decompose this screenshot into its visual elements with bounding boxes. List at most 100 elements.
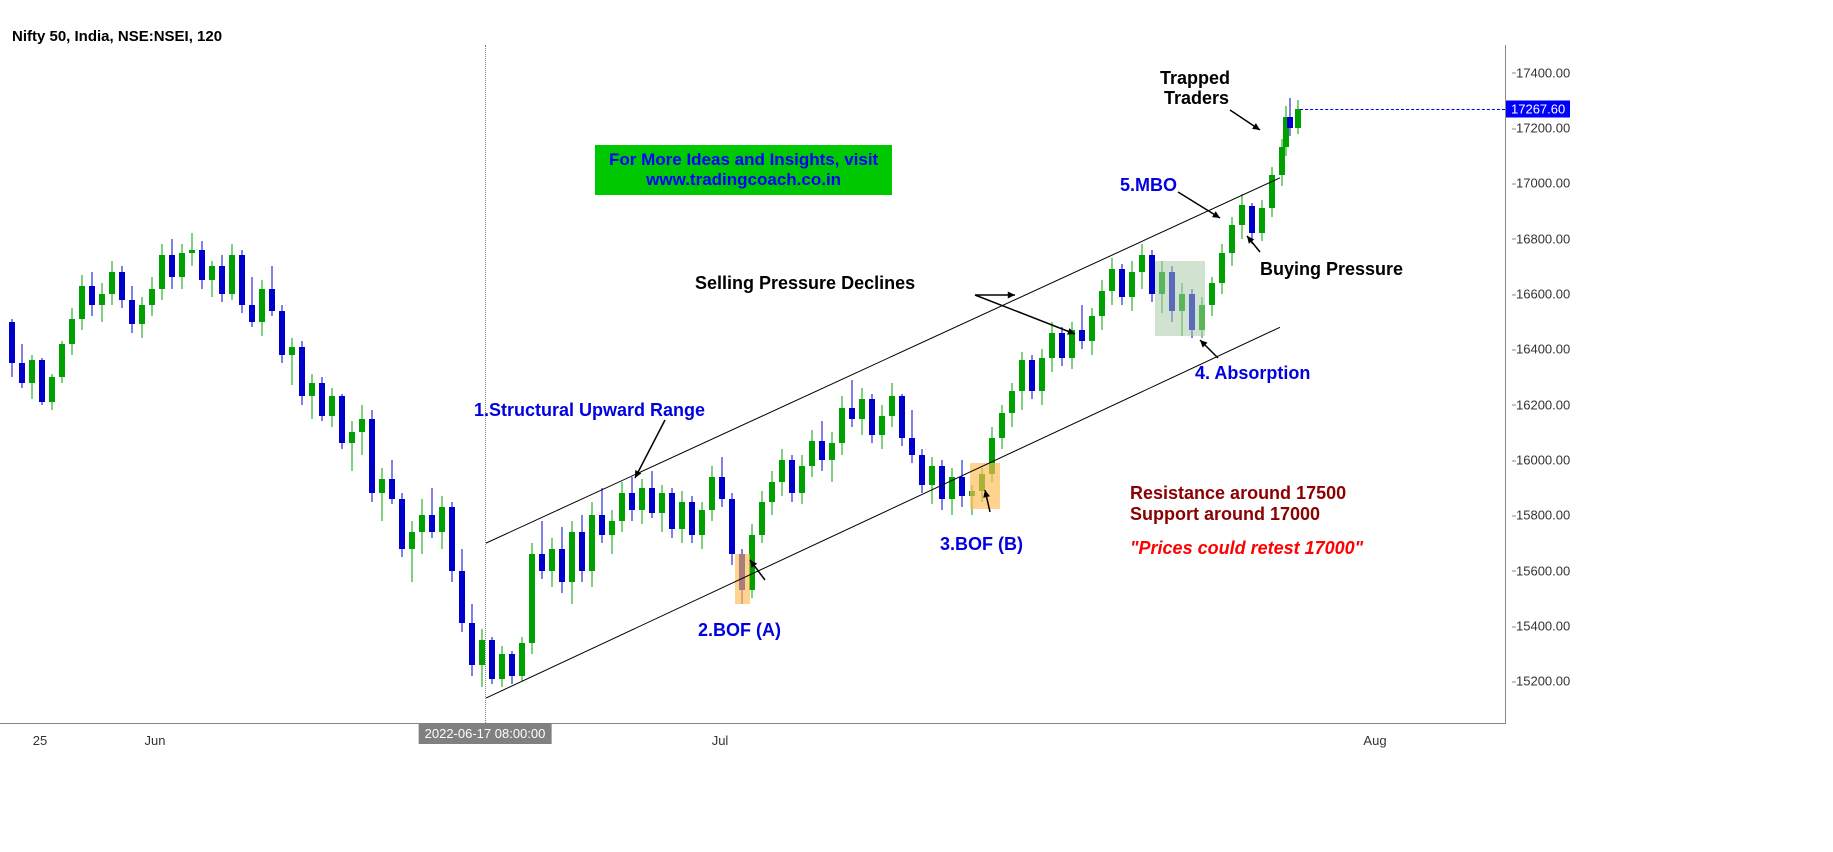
candle [829, 432, 835, 482]
candle [229, 244, 235, 299]
candle [1029, 355, 1035, 399]
candle [209, 261, 215, 297]
candle [159, 244, 165, 299]
x-axis: 25JunJulAug [0, 723, 1578, 753]
candle [579, 515, 585, 581]
candle [129, 286, 135, 333]
candle [529, 543, 535, 654]
candle [849, 380, 855, 427]
chart-title: Nifty 50, India, NSE:NSEI, 120 [12, 28, 222, 45]
y-tick: 15800.00 [1516, 508, 1570, 523]
candle [789, 455, 795, 502]
candle [959, 460, 965, 507]
banner-line: www.tradingcoach.co.in [609, 170, 878, 190]
candle [799, 455, 805, 505]
candle [59, 341, 65, 383]
x-tick: Jul [712, 733, 729, 748]
candle [709, 466, 715, 521]
candle [29, 355, 35, 399]
y-axis: 17400.0017200.0017000.0016800.0016600.00… [1510, 45, 1580, 723]
candle [19, 344, 25, 388]
candle [889, 383, 895, 427]
y-tick: 15200.00 [1516, 674, 1570, 689]
candle [299, 341, 305, 405]
candle [1069, 322, 1075, 369]
x-crosshair-tag: 2022-06-17 08:00:00 [419, 723, 552, 744]
candle [589, 502, 595, 588]
candle [1129, 261, 1135, 311]
candle [1019, 352, 1025, 410]
candle [1219, 244, 1225, 294]
candle [219, 255, 225, 302]
candle [109, 261, 115, 305]
candle [569, 521, 575, 604]
candle [699, 502, 705, 549]
candle [279, 305, 285, 363]
candle [639, 479, 645, 523]
candle [949, 468, 955, 515]
retest: "Prices could retest 17000" [1130, 538, 1363, 559]
candle [9, 319, 15, 377]
candle [249, 277, 255, 327]
absorption-box [1155, 261, 1205, 336]
candle [199, 241, 205, 288]
y-tick: 16200.00 [1516, 397, 1570, 412]
candle [1079, 305, 1085, 349]
candle [399, 493, 405, 557]
x-crosshair-line [485, 45, 486, 723]
candle [899, 394, 905, 447]
candle [469, 604, 475, 676]
candle [1119, 264, 1125, 306]
candle [689, 496, 695, 543]
candle [309, 374, 315, 418]
candle [239, 250, 245, 314]
candle [839, 396, 845, 454]
candle [619, 482, 625, 532]
candle [659, 485, 665, 532]
candle [379, 468, 385, 521]
candle [449, 502, 455, 582]
candle [149, 277, 155, 316]
candle [909, 410, 915, 463]
candle [1059, 327, 1065, 366]
candle [669, 488, 675, 538]
candle [389, 460, 395, 504]
candle [559, 527, 565, 593]
candle [1039, 349, 1045, 404]
candle [409, 521, 415, 582]
candle [1009, 383, 1015, 427]
banner-line: For More Ideas and Insights, visit [609, 150, 878, 170]
candle [349, 421, 355, 471]
candle [859, 388, 865, 435]
candle [319, 377, 325, 421]
candle [39, 358, 45, 405]
y-tick: 17400.00 [1516, 65, 1570, 80]
candle [1295, 100, 1301, 133]
candle [1049, 322, 1055, 372]
candle [1109, 258, 1115, 305]
mbo: 5.MBO [1120, 175, 1177, 196]
candle [169, 239, 175, 289]
candle [269, 266, 275, 316]
absorption: 4. Absorption [1195, 363, 1310, 384]
y-tick: 16000.00 [1516, 453, 1570, 468]
bof-b-box [970, 463, 1000, 509]
candle [869, 394, 875, 444]
x-tick: 25 [33, 733, 47, 748]
current-price-line [1300, 109, 1505, 110]
candle [509, 651, 515, 684]
promo-banner: For More Ideas and Insights, visitwww.tr… [595, 145, 892, 195]
candle [1229, 217, 1235, 267]
candle [1139, 244, 1145, 288]
candle [69, 308, 75, 355]
candle [259, 280, 265, 335]
candle [1269, 167, 1275, 217]
candle [1239, 194, 1245, 238]
candle [519, 637, 525, 681]
candle [629, 477, 635, 521]
candle [459, 549, 465, 632]
candle [779, 449, 785, 496]
candle [359, 405, 365, 455]
buying-pressure: Buying Pressure [1260, 259, 1403, 280]
candle [329, 388, 335, 427]
